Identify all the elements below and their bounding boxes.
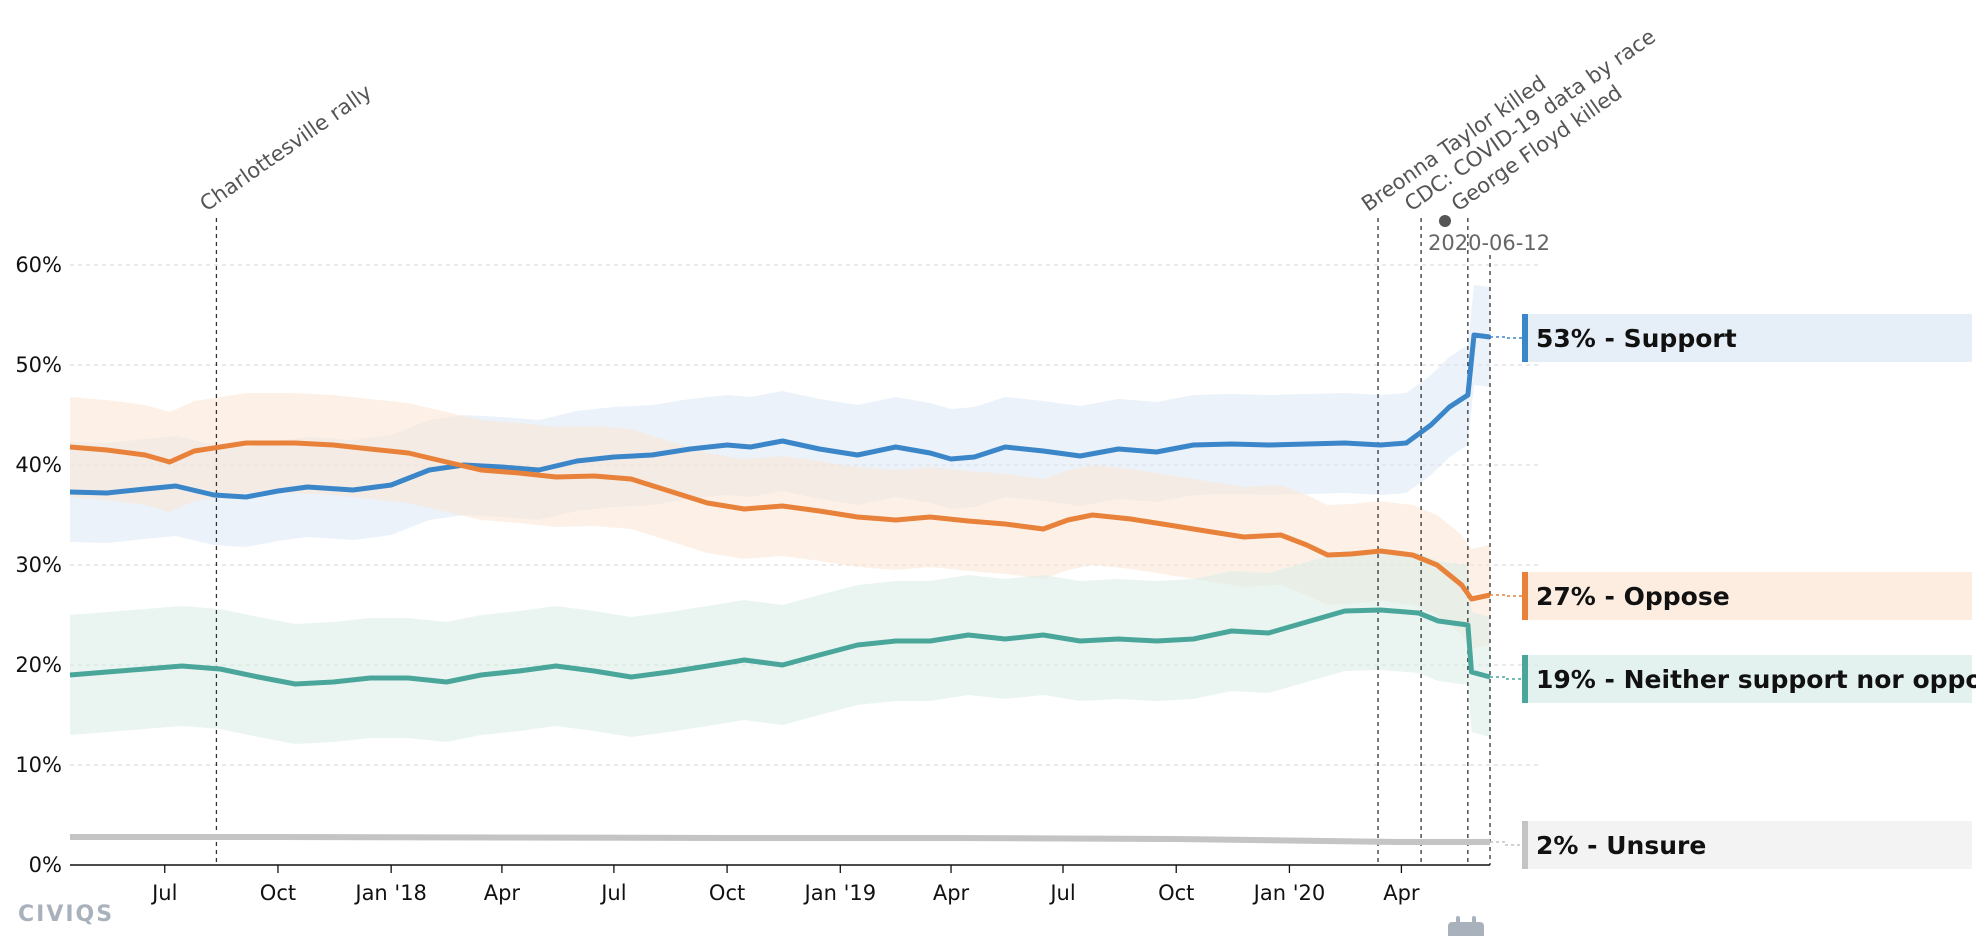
legend-box xyxy=(1522,572,1972,620)
civiqs-logo: CIVIQS xyxy=(18,902,115,927)
hover-date-label: 2020-06-12 xyxy=(1428,231,1550,255)
legend-box xyxy=(1522,821,1972,869)
legend-swatch xyxy=(1522,314,1528,362)
legend-label: 2% - Unsure xyxy=(1536,831,1706,860)
y-tick-label: 60% xyxy=(15,253,62,277)
legend-swatch xyxy=(1522,655,1528,703)
legend-connector xyxy=(1490,841,1522,846)
x-tick-label: Jan '20 xyxy=(1252,881,1326,905)
legend-connector xyxy=(1490,594,1522,597)
legend-connector xyxy=(1490,676,1522,680)
x-tick-label: Oct xyxy=(260,881,296,905)
x-tick-label: Jul xyxy=(1048,881,1075,905)
event-label: CDC: COVID-19 data by race xyxy=(1400,24,1660,216)
legend-swatch xyxy=(1522,821,1528,869)
x-tick-label: Jul xyxy=(599,881,626,905)
event-label: Charlottesville rally xyxy=(196,80,377,216)
legend-box xyxy=(1522,655,1972,703)
line-support xyxy=(69,332,1491,500)
band-neither-support-nor-oppose xyxy=(70,550,1490,744)
y-tick-label: 0% xyxy=(29,853,62,877)
x-tick-label: Apr xyxy=(484,881,521,905)
x-tick-label: Apr xyxy=(933,881,970,905)
x-tick-label: Jul xyxy=(150,881,177,905)
y-tick-label: 40% xyxy=(15,453,62,477)
axes: 0% 10% 20% 30% 40% 50% 60% Jul Oct Jan '18 Apr Jul O… xyxy=(15,253,1490,905)
legend-label: 19% - Neither support nor oppose xyxy=(1536,665,1976,694)
legend: 53% - Support 27% - Oppose 19% - Neither s… xyxy=(1490,314,1976,869)
x-tick-label: Jan '18 xyxy=(353,881,427,905)
x-tick-label: Oct xyxy=(1158,881,1194,905)
line-oppose xyxy=(69,440,1491,602)
y-tick-label: 30% xyxy=(15,553,62,577)
y-tick-label: 50% xyxy=(15,353,62,377)
calendar-icon[interactable] xyxy=(1448,916,1484,936)
legend-label: 53% - Support xyxy=(1536,324,1737,353)
x-tick-label: Oct xyxy=(709,881,745,905)
legend-swatch xyxy=(1522,572,1528,620)
confidence-bands xyxy=(70,285,1490,845)
legend-connector xyxy=(1490,336,1522,339)
line-neither-support-nor-oppose xyxy=(69,607,1491,687)
series-lines xyxy=(69,332,1491,845)
x-tick-label: Jan '19 xyxy=(803,881,877,905)
y-tick-label: 20% xyxy=(15,653,62,677)
x-tick-label: Apr xyxy=(1383,881,1420,905)
y-tick-label: 10% xyxy=(15,753,62,777)
line-unsure xyxy=(70,834,1490,845)
hover-dot xyxy=(1439,215,1451,227)
legend-label: 27% - Oppose xyxy=(1536,582,1730,611)
legend-box xyxy=(1522,314,1972,362)
